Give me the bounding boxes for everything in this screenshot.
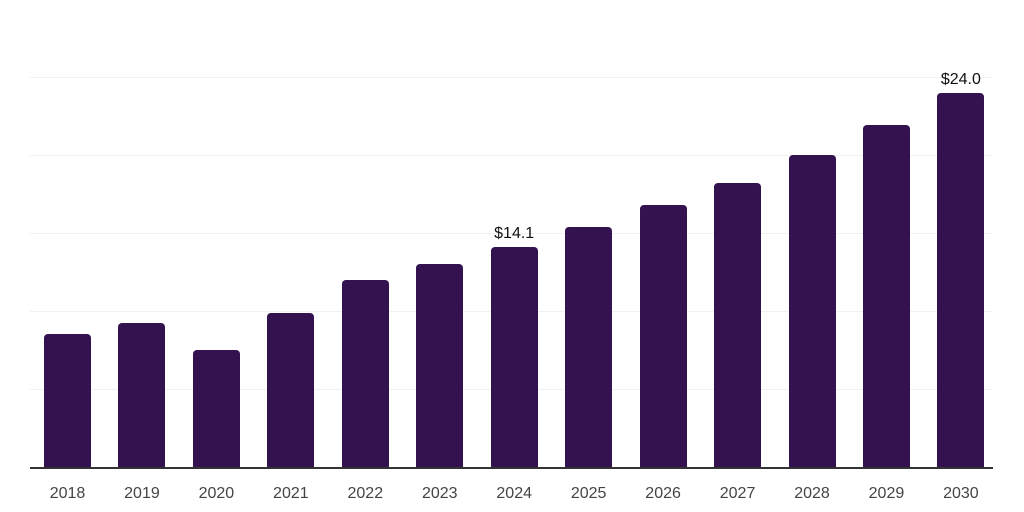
plot-area: $14.1 $24.0 bbox=[30, 1, 993, 469]
x-label-2018: 2018 bbox=[49, 485, 86, 502]
x-label-2021: 2021 bbox=[273, 485, 309, 502]
value-label-2030: $24.0 bbox=[940, 70, 981, 88]
bar-2023 bbox=[416, 264, 464, 467]
bar-2018 bbox=[44, 334, 91, 467]
bar-2024 bbox=[490, 247, 538, 467]
gridline-25 bbox=[30, 77, 993, 78]
x-axis-labels: 2018 2019 2020 2021 2022 2023 2024 2025 2026 2027… bbox=[0, 485, 1024, 505]
bar-2027 bbox=[714, 183, 762, 467]
bar-2030 bbox=[937, 92, 985, 467]
x-label-2020: 2020 bbox=[198, 485, 235, 502]
bar-2019 bbox=[118, 323, 166, 467]
x-label-2019: 2019 bbox=[124, 485, 160, 502]
bar-2028 bbox=[788, 155, 836, 467]
bar-2026 bbox=[639, 204, 687, 467]
x-label-2026: 2026 bbox=[645, 485, 681, 502]
x-label-2027: 2027 bbox=[719, 485, 756, 502]
x-label-2029: 2029 bbox=[868, 485, 905, 502]
x-label-2024: 2024 bbox=[496, 485, 532, 502]
x-label-2030: 2030 bbox=[943, 485, 979, 502]
gridline-15 bbox=[30, 233, 993, 234]
bar-2029 bbox=[862, 125, 910, 467]
gridline-20 bbox=[30, 155, 993, 156]
x-label-2022: 2022 bbox=[347, 485, 384, 502]
bar-2020 bbox=[192, 350, 240, 467]
value-label-2024: $14.1 bbox=[494, 225, 535, 243]
x-label-2028: 2028 bbox=[794, 485, 830, 502]
bar-2022 bbox=[341, 279, 389, 467]
x-label-2023: 2023 bbox=[421, 485, 458, 502]
bar-2025 bbox=[565, 226, 613, 467]
x-label-2025: 2025 bbox=[570, 485, 607, 502]
bar-2021 bbox=[267, 312, 315, 467]
